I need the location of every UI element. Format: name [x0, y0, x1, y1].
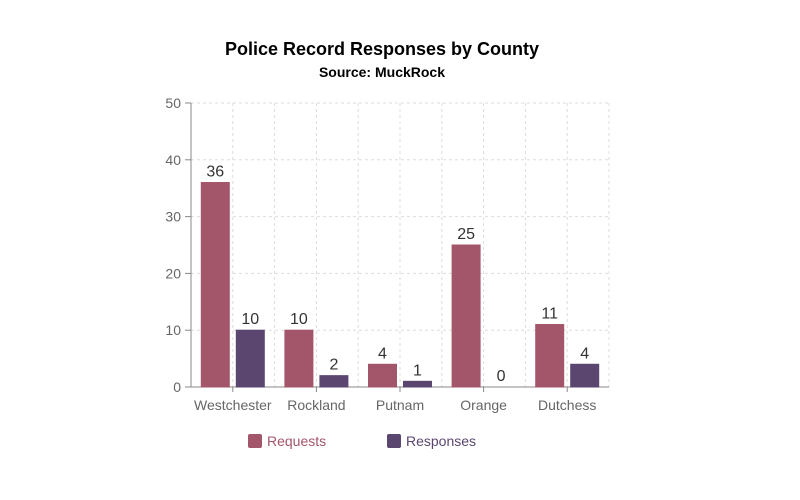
legend-label: Requests — [267, 433, 326, 449]
data-label-requests-orange: 25 — [457, 226, 475, 243]
bar-requests-rockland[interactable] — [284, 329, 314, 388]
data-label-requests-westchester: 36 — [206, 164, 224, 181]
x-tick-label-rockland: Rockland — [287, 397, 345, 413]
chart-title: Police Record Responses by County — [225, 39, 539, 59]
y-tick-label: 30 — [165, 209, 181, 225]
legend-item-requests[interactable]: Requests — [248, 433, 326, 449]
legend-swatch — [387, 434, 401, 448]
y-tick-label: 20 — [165, 265, 181, 281]
bar-requests-westchester[interactable] — [200, 182, 230, 388]
bar-responses-rockland[interactable] — [319, 375, 349, 388]
data-label-requests-dutchess: 11 — [541, 306, 558, 323]
data-label-requests-putnam: 4 — [378, 345, 387, 362]
x-tick-label-orange: Orange — [460, 397, 507, 413]
y-tick-label: 0 — [173, 379, 181, 395]
data-label-responses-dutchess: 4 — [580, 345, 589, 362]
bar-responses-westchester[interactable] — [235, 329, 265, 388]
x-tick-label-putnam: Putnam — [376, 397, 424, 413]
y-tick-label: 10 — [165, 322, 181, 338]
bar-requests-putnam[interactable] — [368, 363, 397, 388]
legend: Requests Responses — [248, 433, 476, 449]
legend-swatch — [248, 434, 262, 448]
data-label-responses-orange: 0 — [497, 368, 506, 385]
y-tick-label: 40 — [165, 152, 181, 168]
bars — [200, 182, 600, 388]
legend-label: Responses — [406, 433, 476, 449]
legend-item-responses[interactable]: Responses — [387, 433, 476, 449]
y-tick-label: 50 — [165, 95, 181, 111]
data-label-responses-rockland: 2 — [329, 357, 338, 374]
bar-responses-dutchess[interactable] — [570, 363, 600, 388]
bar-requests-orange[interactable] — [451, 244, 481, 388]
x-tick-label-westchester: Westchester — [194, 397, 272, 413]
x-tick-label-dutchess: Dutchess — [538, 397, 596, 413]
chart-subtitle: Source: MuckRock — [319, 64, 445, 80]
grid-lines — [191, 102, 610, 387]
data-label-requests-rockland: 10 — [290, 311, 308, 328]
bar-responses-putnam[interactable] — [403, 380, 432, 388]
data-label-responses-putnam: 1 — [413, 362, 422, 379]
bar-requests-dutchess[interactable] — [535, 324, 565, 388]
data-label-responses-westchester: 10 — [241, 311, 259, 328]
